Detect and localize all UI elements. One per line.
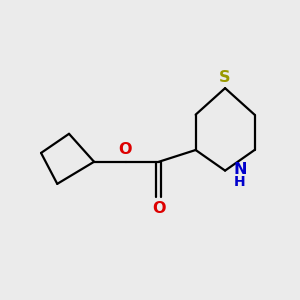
Text: H: H: [233, 176, 245, 189]
Text: N: N: [233, 162, 247, 177]
Text: S: S: [219, 70, 231, 85]
Text: O: O: [118, 142, 132, 158]
Text: O: O: [152, 201, 166, 216]
